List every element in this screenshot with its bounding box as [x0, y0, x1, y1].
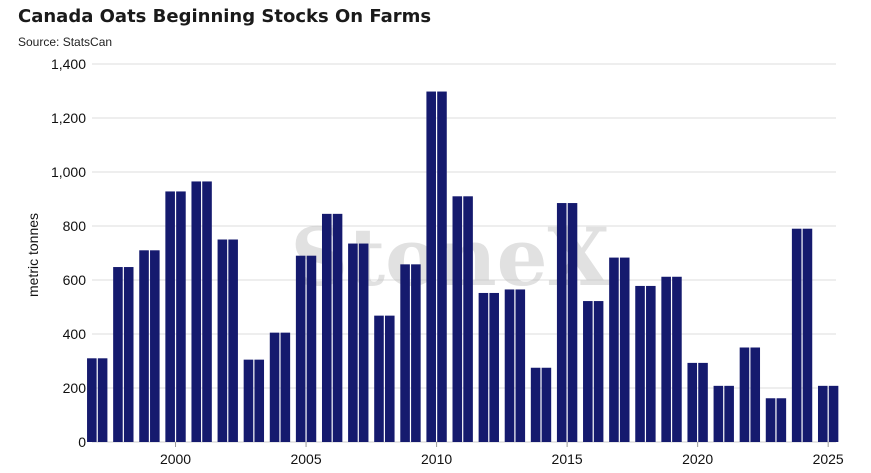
bar-2014-b — [541, 367, 552, 442]
y-tick-label: 1,200 — [51, 110, 86, 126]
bar-2000-b — [176, 191, 186, 442]
y-tick-label: 400 — [63, 326, 87, 342]
x-tick-label: 2015 — [552, 451, 583, 467]
bar-2001-b — [202, 181, 212, 442]
bar-1997-b — [97, 358, 108, 442]
bar-2019-b — [672, 276, 682, 442]
bar-2012-a — [478, 292, 489, 442]
bar-2024-b — [802, 228, 813, 442]
x-tick-label: 2000 — [160, 451, 191, 467]
x-tick-label: 2020 — [682, 451, 713, 467]
bar-2025-b — [828, 385, 839, 442]
bar-2016-b — [593, 301, 604, 442]
y-tick-label: 600 — [63, 272, 87, 288]
bar-2013-b — [515, 289, 526, 442]
y-axis-label: metric tonnes — [25, 213, 41, 297]
bars — [87, 91, 839, 442]
bar-2025-a — [817, 385, 828, 442]
bar-2007-b — [358, 243, 369, 442]
y-axis-ticks: 0 200 400 600 800 1,000 1,200 1,400 — [51, 56, 86, 450]
bar-2019-a — [661, 276, 671, 442]
y-tick-label: 1,000 — [51, 164, 86, 180]
bar-2007-a — [348, 243, 358, 442]
bar-2004-a — [269, 332, 280, 442]
bar-2016-a — [583, 301, 593, 442]
bar-2000-a — [165, 191, 175, 442]
x-axis-ticks: 2000 2005 2010 2015 2020 2025 — [160, 442, 844, 467]
bar-2001-a — [191, 181, 202, 442]
bar-2011-b — [463, 196, 473, 442]
bar-2002-b — [228, 239, 238, 442]
bar-2012-b — [489, 292, 499, 442]
bar-2015-b — [567, 203, 578, 442]
x-tick-label: 2025 — [813, 451, 844, 467]
bar-2003-a — [243, 359, 254, 442]
bar-2021-b — [724, 385, 734, 442]
bar-2006-a — [321, 213, 332, 442]
bar-2018-a — [635, 285, 645, 442]
bar-2015-a — [556, 203, 567, 442]
y-tick-label: 200 — [63, 380, 87, 396]
bar-2020-b — [698, 362, 708, 442]
stonex-watermark: StoneX — [290, 210, 609, 304]
bar-1998-b — [123, 267, 134, 442]
bar-2017-a — [609, 257, 619, 442]
bar-1998-a — [113, 267, 123, 442]
bar-2024-a — [791, 228, 802, 442]
chart-source: Source: StatsCan — [18, 35, 113, 49]
bar-2021-a — [713, 385, 724, 442]
bar-2023-b — [776, 398, 787, 442]
x-tick-label: 2010 — [421, 451, 452, 467]
bar-2010-b — [437, 91, 447, 442]
bar-2002-a — [217, 239, 228, 442]
bar-1997-a — [87, 358, 97, 442]
bar-1999-a — [139, 250, 149, 442]
bar-2005-a — [295, 255, 306, 442]
bar-2009-b — [411, 264, 421, 442]
bar-2008-a — [374, 315, 384, 442]
bar-2005-b — [306, 255, 317, 442]
bar-2022-a — [739, 347, 750, 442]
bar-2008-b — [384, 315, 395, 442]
y-tick-label: 800 — [63, 218, 87, 234]
bar-2006-b — [332, 213, 343, 442]
bar-1999-b — [150, 250, 160, 442]
bar-2010-a — [426, 91, 436, 442]
bar-2011-a — [452, 196, 463, 442]
bar-2017-b — [619, 257, 630, 442]
bar-2003-b — [254, 359, 265, 442]
y-tick-label: 1,400 — [51, 56, 86, 72]
bar-2009-a — [400, 264, 410, 442]
bar-2013-a — [504, 289, 515, 442]
gridlines — [92, 63, 836, 443]
bar-2014-a — [530, 367, 541, 442]
bar-2022-b — [750, 347, 761, 442]
y-tick-label: 0 — [78, 434, 86, 450]
bar-2004-b — [280, 332, 291, 442]
bar-2023-a — [765, 398, 776, 442]
bar-2018-b — [646, 285, 656, 442]
x-tick-label: 2005 — [290, 451, 321, 467]
chart-title: Canada Oats Beginning Stocks On Farms — [18, 6, 432, 27]
bar-2020-a — [687, 362, 698, 442]
